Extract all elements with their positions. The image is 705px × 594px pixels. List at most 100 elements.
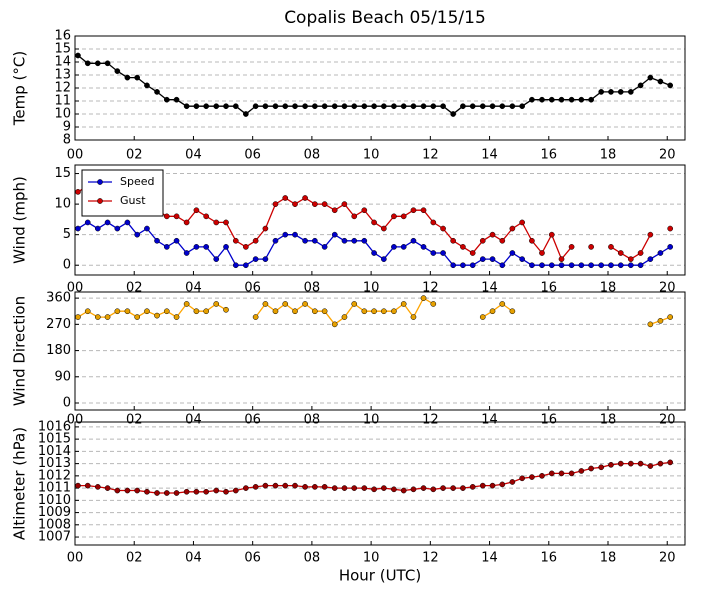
- x-tick-label: 04: [185, 413, 202, 428]
- y-tick-label: 15: [54, 166, 71, 181]
- data-point: [578, 468, 585, 474]
- data-point: [647, 256, 654, 262]
- data-point: [380, 225, 387, 232]
- x-tick-label: 10: [363, 551, 380, 566]
- data-point: [321, 244, 328, 250]
- data-point: [548, 96, 555, 103]
- data-point: [252, 314, 259, 320]
- x-tick-label: 08: [304, 551, 321, 566]
- y-tick-label: 1013: [38, 456, 71, 471]
- data-point: [460, 262, 466, 269]
- data-point: [341, 237, 348, 244]
- y-tick-label: 1015: [38, 432, 71, 447]
- data-point: [598, 89, 605, 95]
- data-point: [440, 103, 446, 110]
- data-point: [420, 103, 427, 110]
- data-point: [331, 207, 338, 214]
- data-point: [94, 60, 101, 67]
- data-point: [302, 484, 308, 490]
- x-tick-label: 08: [304, 413, 321, 428]
- data-point: [272, 103, 279, 110]
- data-point: [312, 103, 318, 110]
- data-point: [94, 314, 101, 320]
- legend-marker: [97, 198, 103, 204]
- y-tick-label: 1008: [38, 517, 71, 532]
- data-point: [420, 244, 427, 250]
- plot-frame: [74, 291, 686, 411]
- data-point: [667, 244, 674, 250]
- data-point: [499, 262, 506, 269]
- data-point: [469, 250, 476, 256]
- data-point: [163, 308, 170, 315]
- data-point: [400, 301, 407, 307]
- data-point: [282, 301, 289, 307]
- data-point: [588, 465, 594, 472]
- data-point: [292, 103, 298, 110]
- data-point: [558, 262, 565, 269]
- x-tick-label: 02: [126, 281, 143, 296]
- data-point: [154, 312, 160, 319]
- y-tick-label: 90: [54, 369, 71, 384]
- data-point: [331, 485, 338, 491]
- data-point: [361, 207, 368, 214]
- data-point: [154, 89, 160, 95]
- data-point: [608, 89, 614, 95]
- y-tick-label: 270: [46, 317, 71, 332]
- data-point: [529, 237, 535, 244]
- data-point: [617, 262, 624, 269]
- data-point: [361, 237, 368, 244]
- data-point: [647, 231, 654, 238]
- data-point: [183, 250, 190, 256]
- data-point: [262, 482, 269, 489]
- data-point: [282, 231, 289, 238]
- x-tick-label: 10: [363, 413, 380, 428]
- data-point: [450, 237, 456, 244]
- data-point: [144, 308, 150, 315]
- data-point: [144, 488, 150, 495]
- x-tick-label: 16: [541, 413, 558, 428]
- y-tick-label: 10: [54, 197, 71, 212]
- data-point: [539, 262, 545, 269]
- plot-frame: [74, 35, 686, 141]
- data-point: [380, 308, 387, 315]
- y-axis-label: Altimeter (hPa): [11, 427, 29, 540]
- x-tick-label: 16: [541, 551, 558, 566]
- x-tick-label: 06: [244, 148, 261, 163]
- data-point: [391, 244, 397, 250]
- data-point: [134, 74, 141, 81]
- x-tick-label: 04: [185, 551, 202, 566]
- data-point: [637, 82, 644, 89]
- data-point: [361, 103, 368, 110]
- data-point: [509, 308, 516, 315]
- data-point: [548, 231, 555, 238]
- data-point: [331, 231, 338, 238]
- data-point: [84, 219, 91, 226]
- data-point: [213, 256, 220, 262]
- data-point: [94, 484, 101, 490]
- data-point: [84, 308, 91, 315]
- y-tick-label: 1007: [38, 530, 71, 545]
- data-point: [173, 213, 180, 220]
- data-point: [519, 475, 525, 482]
- data-point: [667, 459, 674, 466]
- data-point: [430, 219, 437, 226]
- data-point: [173, 96, 180, 103]
- y-tick-label: 9: [63, 120, 71, 135]
- data-point: [637, 262, 644, 269]
- data-point: [371, 486, 377, 493]
- data-point: [529, 96, 535, 103]
- data-point: [627, 460, 634, 467]
- y-tick-label: 16: [54, 29, 71, 44]
- data-point: [539, 473, 545, 479]
- x-tick-label: 02: [126, 551, 143, 566]
- data-point: [400, 103, 407, 110]
- data-point: [499, 301, 506, 307]
- data-point: [450, 262, 456, 269]
- data-point: [608, 262, 614, 269]
- data-point: [489, 231, 496, 238]
- data-point: [588, 244, 594, 250]
- data-point: [420, 295, 427, 301]
- data-point: [252, 103, 259, 110]
- data-point: [598, 262, 605, 269]
